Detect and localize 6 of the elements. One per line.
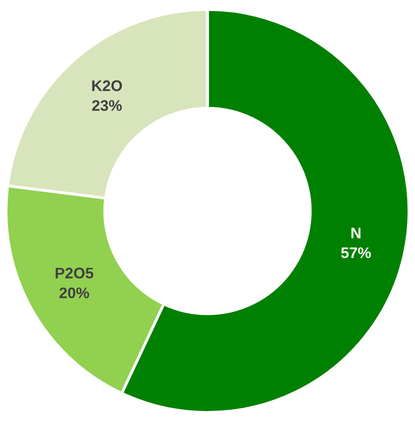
data-label: 23% bbox=[92, 100, 122, 111]
slice-label: N bbox=[351, 228, 360, 238]
slice-label: P2O5 bbox=[56, 268, 94, 278]
data-label: 57% bbox=[341, 247, 371, 258]
data-label: 20% bbox=[59, 287, 90, 298]
slice-label: K2O bbox=[92, 80, 122, 92]
